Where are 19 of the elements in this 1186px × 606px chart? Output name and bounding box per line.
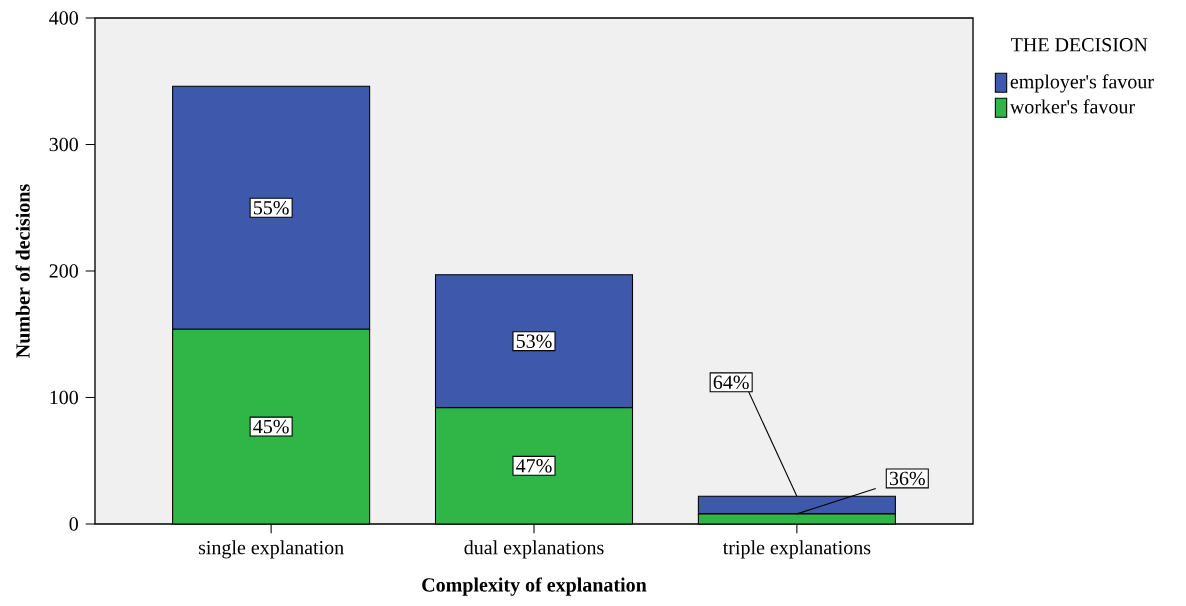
- y-tick-label: 0: [69, 517, 78, 531]
- annotation: 47%: [516, 459, 552, 473]
- x-tick-label: triple explanations: [722, 540, 871, 559]
- annotation: 45%: [253, 419, 289, 434]
- y-axis-title: Number of decisions: [15, 184, 30, 358]
- annotation: 36%: [889, 471, 925, 486]
- legend-title: THE DECISION: [1011, 38, 1148, 52]
- legend-label: employer's favour: [1010, 74, 1154, 93]
- x-tick-label: single explanation: [198, 540, 344, 559]
- legend-label: worker's favour: [1009, 99, 1135, 114]
- annotation: 64%: [713, 375, 749, 390]
- annotation: 55%: [253, 200, 289, 215]
- y-tick-label: 100: [50, 390, 78, 405]
- y-tick-label: 300: [49, 137, 78, 152]
- x-axis-title: Complexity of explanation: [422, 577, 647, 596]
- annotation: 53%: [516, 334, 552, 348]
- y-tick-label: 200: [49, 264, 78, 278]
- y-tick-label: 400: [49, 11, 78, 25]
- x-tick-label: dual explanations: [464, 540, 604, 559]
